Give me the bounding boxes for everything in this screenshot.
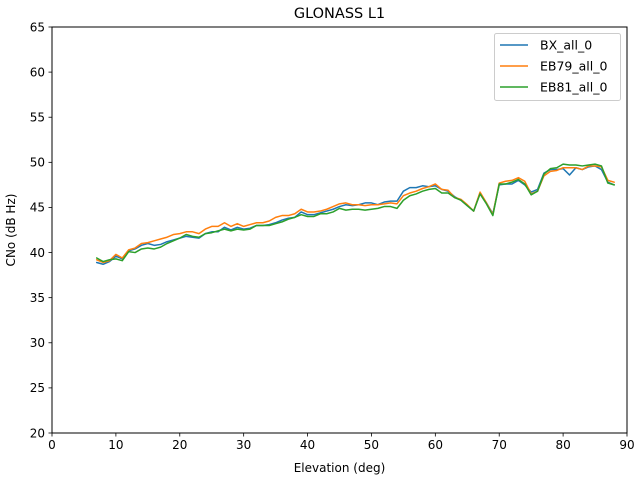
series-line-EB79_all_0 xyxy=(95,165,615,264)
x-tick-label: 50 xyxy=(364,438,379,452)
x-tick-label: 20 xyxy=(172,438,187,452)
y-tick-label: 55 xyxy=(30,111,45,125)
y-tick-label: 35 xyxy=(30,291,45,305)
x-axis-label: Elevation (deg) xyxy=(294,461,386,475)
x-tick-label: 0 xyxy=(48,438,56,452)
y-tick-label: 50 xyxy=(30,156,45,170)
y-tick-label: 60 xyxy=(30,65,45,79)
series-layer xyxy=(95,163,615,266)
y-tick-label: 30 xyxy=(30,336,45,350)
y-tick-label: 45 xyxy=(30,201,45,215)
x-axis: 0 10 20 30 40 50 60 70 80 90 xyxy=(48,433,635,452)
x-tick-label: 80 xyxy=(555,438,570,452)
legend: BX_all_0 EB79_all_0 EB81_all_0 xyxy=(494,33,621,101)
x-tick-label: 90 xyxy=(619,438,634,452)
plot-frame xyxy=(51,26,628,434)
y-axis-label: CNo (dB Hz) xyxy=(4,194,18,267)
y-tick-label: 25 xyxy=(30,381,45,395)
y-tick-label: 40 xyxy=(30,246,45,260)
x-tick-label: 40 xyxy=(300,438,315,452)
y-axis: 20 25 30 35 40 45 50 55 60 65 xyxy=(30,20,52,440)
y-tick-label: 65 xyxy=(30,20,45,34)
legend-label-EB79_all_0: EB79_all_0 xyxy=(540,59,607,74)
chart-title: GLONASS L1 xyxy=(294,6,385,22)
x-tick-label: 60 xyxy=(428,438,443,452)
y-tick-label: 20 xyxy=(30,426,45,440)
x-tick-label: 10 xyxy=(108,438,123,452)
series-line-EB81_all_0 xyxy=(95,163,615,263)
x-tick-label: 30 xyxy=(236,438,251,452)
legend-box xyxy=(494,33,621,101)
legend-label-EB81_all_0: EB81_all_0 xyxy=(540,80,607,95)
x-tick-label: 70 xyxy=(492,438,507,452)
legend-label-BX_all_0: BX_all_0 xyxy=(540,38,592,53)
